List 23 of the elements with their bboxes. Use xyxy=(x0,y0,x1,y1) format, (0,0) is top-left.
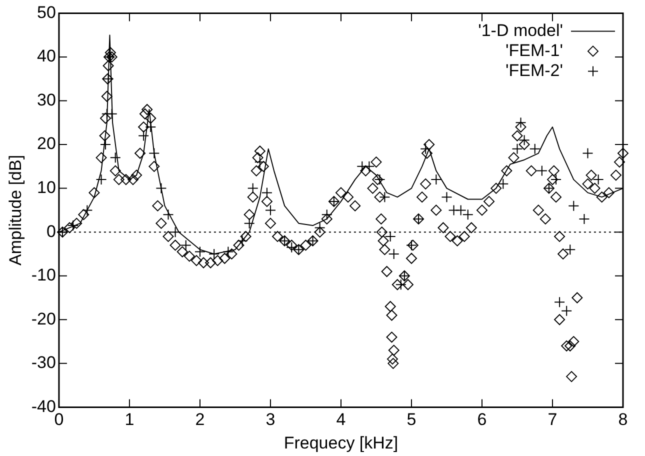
legend-label: 'FEM-2' xyxy=(506,60,563,80)
x-tick-label: 6 xyxy=(477,410,487,430)
y-tick-label: 20 xyxy=(37,134,56,154)
y-tick-label: 30 xyxy=(37,90,56,110)
x-tick-label: 7 xyxy=(548,410,558,430)
x-tick-label: 2 xyxy=(195,410,205,430)
x-tick-label: 1 xyxy=(124,410,134,430)
y-tick-label: -10 xyxy=(31,266,56,285)
legend-label: 'FEM-1' xyxy=(506,40,563,60)
x-tick-label: 8 xyxy=(618,410,628,430)
y-tick-label: 0 xyxy=(46,222,56,241)
y-tick-label: 50 xyxy=(37,2,56,22)
y-tick-label: 10 xyxy=(37,178,56,197)
x-tick-label: 5 xyxy=(406,410,416,430)
y-tick-label: -30 xyxy=(31,353,56,372)
x-tick-label: 3 xyxy=(266,410,276,430)
y-axis-title: Amplitude [dB] xyxy=(6,154,25,266)
x-axis-title: Frequecy [kHz] xyxy=(284,433,398,452)
y-tick-label: 40 xyxy=(37,46,56,66)
x-tick-label: 4 xyxy=(336,410,346,430)
y-tick-label: -40 xyxy=(31,396,56,416)
y-tick-label: -20 xyxy=(31,309,56,328)
legend-label: '1-D model' xyxy=(478,20,563,40)
